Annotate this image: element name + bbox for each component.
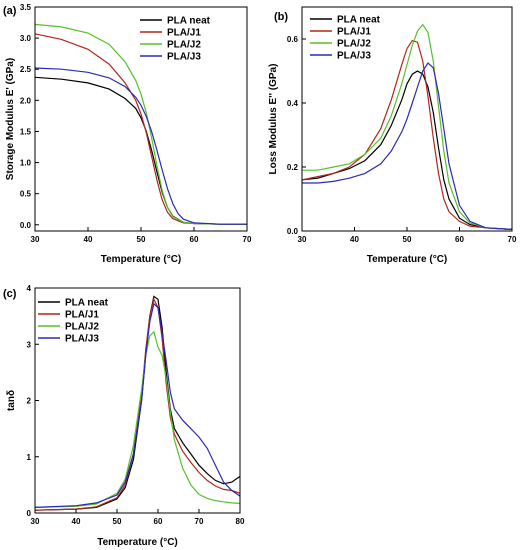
series-line-pla-neat bbox=[35, 76, 247, 225]
x-tick-label: 60 bbox=[455, 235, 464, 244]
series-line-pla-j2 bbox=[302, 23, 512, 230]
y-tick-label: 0.5 bbox=[20, 190, 32, 199]
x-tick-label: 50 bbox=[403, 235, 412, 244]
series-line-pla-j3 bbox=[35, 302, 240, 508]
x-axis-title: Temperature (°C) bbox=[97, 537, 178, 548]
x-tick-label: 50 bbox=[113, 517, 122, 526]
y-tick-label: 4 bbox=[27, 284, 32, 293]
y-tick-label: 0.4 bbox=[287, 99, 299, 108]
x-tick-label: 40 bbox=[350, 235, 359, 244]
y-tick-label: 1.0 bbox=[20, 159, 32, 168]
legend-entry: PLA/J1 bbox=[65, 310, 99, 321]
legend-entry: PLA/J1 bbox=[167, 28, 201, 39]
y-axis-title: Loss Modulus E'' (GPa) bbox=[268, 64, 279, 175]
y-tick-label: 2 bbox=[27, 397, 32, 406]
series-line-pla-j1 bbox=[302, 39, 512, 230]
legend-entry: PLA neat bbox=[337, 15, 381, 26]
legend-entry: PLA neat bbox=[167, 16, 211, 27]
y-tick-label: 3.5 bbox=[20, 3, 32, 12]
x-tick-label: 80 bbox=[236, 517, 245, 526]
y-tick-label: 3.0 bbox=[20, 34, 32, 43]
series-line-pla-j2 bbox=[35, 330, 240, 508]
chart-panel-c: 30 40 50 60 70 80 0 1 2 3 4 (c) Temperature (°C) tanδ… bbox=[3, 284, 245, 548]
series-line-pla-neat bbox=[35, 295, 240, 511]
x-tick-label: 30 bbox=[298, 235, 307, 244]
series-line-pla-j3 bbox=[302, 62, 512, 230]
series-line-pla-j3 bbox=[35, 67, 247, 225]
y-tick-label: 0 bbox=[27, 509, 32, 518]
series-line-pla-j2 bbox=[35, 23, 247, 225]
panel-label: (a) bbox=[3, 5, 17, 17]
x-tick-label: 40 bbox=[84, 235, 93, 244]
x-tick-label: 70 bbox=[195, 517, 204, 526]
x-tick-label: 50 bbox=[137, 235, 146, 244]
series-line-pla-j1 bbox=[35, 297, 240, 511]
x-tick-label: 30 bbox=[31, 517, 40, 526]
y-tick-label: 0.2 bbox=[287, 163, 299, 172]
legend-entry: PLA/J2 bbox=[167, 40, 201, 51]
legend-entry: PLA/J2 bbox=[337, 39, 371, 50]
x-axis-title: Temperature (°C) bbox=[367, 254, 448, 265]
chart-panel-a: 30 40 50 60 70 0.0 0.5 1.0 1.5 2.0 2.5 3.0 3.5(a) Tem… bbox=[3, 3, 252, 265]
x-tick-label: 60 bbox=[154, 517, 163, 526]
y-tick-label: 2.0 bbox=[20, 96, 32, 105]
series-line-pla-neat bbox=[302, 70, 512, 230]
legend-entry: PLA/J3 bbox=[65, 334, 99, 345]
y-tick-label: 0.0 bbox=[287, 227, 299, 236]
legend-entry: PLA/J3 bbox=[167, 52, 201, 63]
legend-entry: PLA neat bbox=[65, 298, 109, 309]
x-tick-label: 40 bbox=[72, 517, 81, 526]
y-tick-label: 3 bbox=[27, 340, 32, 349]
y-axis-title: tanδ bbox=[6, 390, 17, 411]
y-tick-label: 0.6 bbox=[287, 35, 299, 44]
y-tick-label: 1.5 bbox=[20, 127, 32, 136]
legend-entry: PLA/J1 bbox=[337, 27, 371, 38]
x-tick-label: 30 bbox=[31, 235, 40, 244]
y-axis-title: Storage Modulus E' (GPa) bbox=[5, 58, 16, 180]
panel-label: (c) bbox=[3, 288, 17, 300]
legend-entry: PLA/J2 bbox=[65, 322, 99, 333]
x-axis-title: Temperature (°C) bbox=[101, 254, 182, 265]
chart-panel-b: 30 40 50 60 70 0.0 0.2 0.4 0.6 (b) Temperature (°C… bbox=[268, 6, 517, 265]
y-tick-label: 1 bbox=[27, 453, 32, 462]
x-tick-label: 70 bbox=[243, 235, 252, 244]
panel-label: (b) bbox=[274, 11, 288, 23]
y-tick-label: 2.5 bbox=[20, 65, 32, 74]
x-tick-label: 60 bbox=[190, 235, 199, 244]
x-tick-label: 70 bbox=[508, 235, 517, 244]
series-line-pla-j1 bbox=[35, 33, 247, 225]
legend-entry: PLA/J3 bbox=[337, 51, 371, 62]
y-tick-label: 0.0 bbox=[20, 221, 32, 230]
